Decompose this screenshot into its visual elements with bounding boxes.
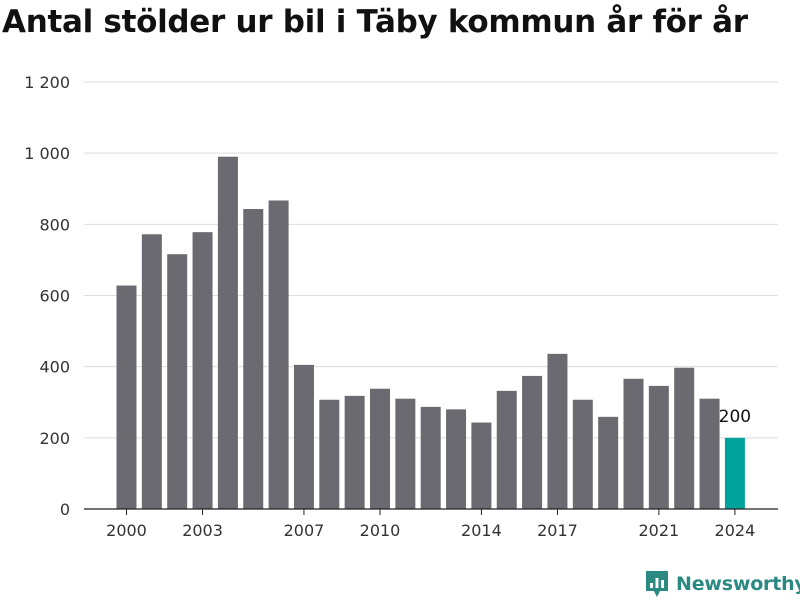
- y-tick-label: 800: [39, 215, 70, 234]
- x-tick-label: 2007: [284, 521, 325, 540]
- y-tick-label: 1 000: [24, 144, 70, 163]
- bar-2020: [623, 378, 644, 509]
- bar-2003: [192, 232, 213, 509]
- grid-lines: [84, 81, 778, 439]
- bar-2002: [167, 254, 188, 509]
- x-tick-label: 2010: [360, 521, 401, 540]
- bar-2005: [243, 209, 264, 509]
- x-tick-label: 2014: [461, 521, 502, 540]
- bar-2016: [522, 375, 543, 509]
- bar-2004: [217, 156, 238, 509]
- bar-2019: [598, 416, 619, 509]
- x-tick-label: 2017: [537, 521, 578, 540]
- bar-2010: [370, 388, 390, 509]
- x-tick-label: 2021: [638, 521, 679, 540]
- chart-title: Antal stölder ur bil i Täby kommun år fö…: [2, 4, 748, 40]
- bar-2021: [648, 385, 669, 509]
- bar-2011: [395, 398, 416, 509]
- x-tick-label: 2000: [106, 521, 147, 540]
- bar-2015: [496, 390, 517, 509]
- bar-2014: [471, 422, 492, 509]
- bar-2009: [344, 395, 365, 509]
- y-tick-label: 200: [39, 429, 70, 448]
- bar-2018: [572, 399, 593, 509]
- bars: [116, 156, 745, 509]
- bar-2017: [547, 353, 568, 509]
- x-axis: 2000 2003 2007 2010 2014 2017 2021 2024: [84, 508, 778, 540]
- y-tick-label: 400: [39, 358, 70, 377]
- y-tick-label: 0: [60, 500, 70, 519]
- y-axis-tick-labels: 0 200 400 600 800 1 000 1 200: [24, 73, 70, 519]
- bar-2012: [420, 406, 441, 509]
- bar-2001: [141, 234, 162, 509]
- bar-2024: [724, 437, 745, 509]
- x-tick-label: 2024: [715, 521, 756, 540]
- y-tick-label: 1 200: [24, 73, 70, 92]
- data-labels: 200: [719, 407, 751, 427]
- brand-name: Newsworthy: [676, 573, 800, 595]
- data-label: 200: [719, 407, 751, 427]
- newsworthy-logo-icon: [646, 571, 668, 597]
- bar-2007: [293, 364, 314, 509]
- bar-2006: [268, 200, 289, 509]
- bar-2013: [446, 409, 467, 509]
- y-tick-label: 600: [39, 287, 70, 306]
- bar-2008: [319, 399, 340, 509]
- newsworthy-logo: Newsworthy: [644, 569, 800, 599]
- bar-2023: [699, 398, 720, 509]
- bar-2022: [674, 367, 695, 509]
- x-tick-label: 2003: [182, 521, 223, 540]
- bar-2000: [116, 285, 137, 509]
